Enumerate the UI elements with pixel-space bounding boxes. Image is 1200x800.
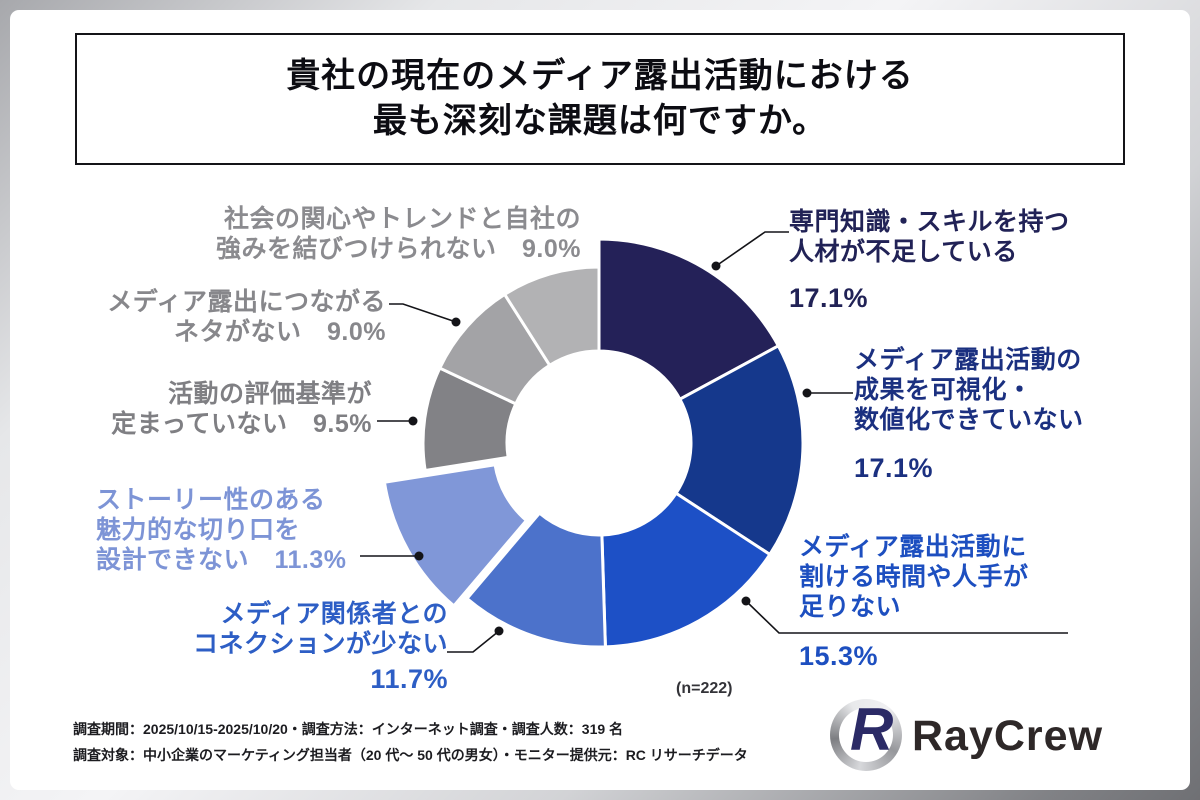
segment-label-evaluation: 活動の評価基準が 定まっていない 9.5% [95,379,372,439]
segment-label-line: 魅力的な切り口を [96,516,301,544]
survey-footnote-line-2: 調査対象：中小企業のマーケティング担当者（20 代～ 50 代の男女）・モニター… [73,747,748,763]
segment-label-line: 成果を可視化・ [854,376,1033,404]
segment-label-line: ストーリー性のある [96,486,326,514]
segment-label-line: コネクションが少ない [192,630,448,658]
segment-label-line: 強みを結びつけられない 9.0% [216,235,581,263]
segment-label-line: 活動の評価基準が [167,380,372,408]
segment-pct: 17.1% [789,283,869,313]
segment-label-line: 定まっていない 9.5% [111,410,372,438]
segment-label-line: 人材が不足している [789,238,1018,266]
segment-label-line: メディア露出活動の [854,346,1082,374]
segment-pct: 17.1% [854,453,934,483]
segment-label-line: 設計できない 11.3% [96,546,347,574]
segment-label-line: 社会の関心やトレンドと自社の [223,205,581,233]
segment-label-no-topics: メディア露出につながる ネタがない 9.0% [100,287,386,347]
segment-label-line: メディア露出につながる [107,288,386,316]
segment-label-line: ネタがない 9.0% [174,318,386,346]
segment-label-line: 割ける時間や人手が [799,563,1029,591]
segment-label-connections: メディア関係者との コネクションが少ない 11.7% [176,599,448,694]
segment-label-visualization: メディア露出活動の 成果を可視化・ 数値化できていない 17.1% [854,345,1184,483]
title-box: 貴社の現在のメディア露出活動における 最も深刻な課題は何ですか。 [75,33,1125,165]
segment-pct: 15.3% [799,641,879,671]
segment-label-trends: 社会の関心やトレンドと自社の 強みを結びつけられない 9.0% [205,204,581,264]
logo-r-letter: R [850,696,894,763]
segment-label-line: 専門知識・スキルを持つ [789,208,1070,236]
segment-pct: 11.7% [370,664,448,694]
survey-footnote-line-1: 調査期間：2025/10/15-2025/10/20・調査方法：インターネット調… [73,721,624,737]
segment-label-line: 足りない [799,593,902,621]
raycrew-logo-text: RayCrew [912,712,1104,760]
raycrew-logo-icon: R [830,696,902,771]
segment-label-line: メディア露出活動に [799,533,1027,561]
segment-label-expertise: 専門知識・スキルを持つ 人材が不足している 17.1% [789,207,1129,313]
segment-label-time-manpower: メディア露出活動に 割ける時間や人手が 足りない 15.3% [799,532,1119,671]
page-title-line-2: 最も深刻な課題は何ですか。 [372,102,828,140]
segment-label-line: メディア関係者との [220,600,448,628]
sample-size-label: (n=222) [676,680,733,697]
segment-label-storytelling: ストーリー性のある 魅力的な切り口を 設計できない 11.3% [96,485,396,575]
page-title-line-1: 貴社の現在のメディア露出活動における [286,56,914,95]
survey-footnote: 調査期間：2025/10/15-2025/10/20・調査方法：インターネット調… [73,716,748,768]
segment-label-line: 数値化できていない [854,406,1084,434]
